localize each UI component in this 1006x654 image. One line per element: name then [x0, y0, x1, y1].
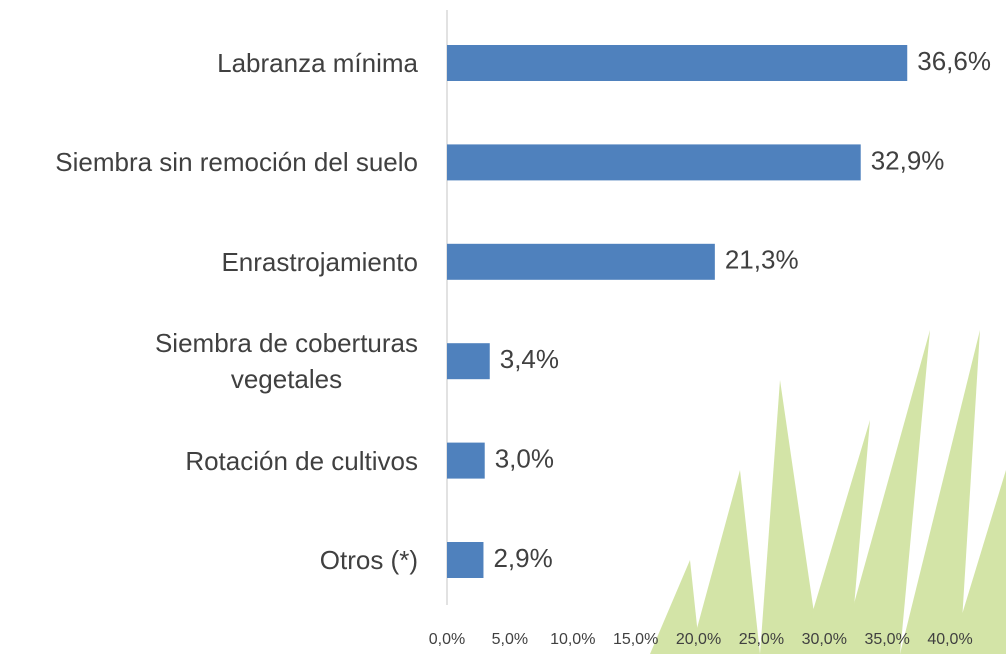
grass-decoration [650, 330, 1006, 654]
data-label: 32,9% [871, 145, 945, 175]
x-tick-label: 5,0% [492, 631, 528, 648]
x-tick-label: 0,0% [429, 631, 465, 648]
bar [447, 343, 490, 379]
x-tick-label: 20,0% [676, 631, 721, 648]
x-tick-label: 35,0% [864, 631, 909, 648]
chart: 0,0% 5,0% 10,0% 15,0% 20,0% 25,0% 30,0% 35,0% 40… [0, 0, 1006, 654]
x-tick-label: 25,0% [739, 631, 784, 648]
x-tick-label: 10,0% [550, 631, 595, 648]
bar [447, 443, 485, 479]
data-label: 36,6% [917, 46, 991, 76]
data-label: 3,0% [495, 443, 554, 473]
category-label: Enrastrojamiento [221, 244, 418, 280]
data-label: 3,4% [500, 344, 559, 374]
data-label: 21,3% [725, 245, 799, 275]
category-label: Rotación de cultivos [185, 443, 418, 479]
category-label: Siembra sin remoción del suelo [55, 144, 418, 180]
bar [447, 244, 715, 280]
chart-svg: 0,0% 5,0% 10,0% 15,0% 20,0% 25,0% 30,0% 35,0% 40… [0, 0, 1006, 654]
bar [447, 542, 483, 578]
category-label: Labranza mínima [217, 45, 418, 81]
data-label: 2,9% [493, 543, 552, 573]
category-label: Otros (*) [320, 542, 418, 578]
x-tick-label: 15,0% [613, 631, 658, 648]
category-label: Siembra de coberturas vegetales [155, 325, 418, 397]
x-tick-label: 40,0% [927, 631, 972, 648]
bar [447, 45, 907, 81]
x-tick-label: 30,0% [802, 631, 847, 648]
bar [447, 144, 861, 180]
